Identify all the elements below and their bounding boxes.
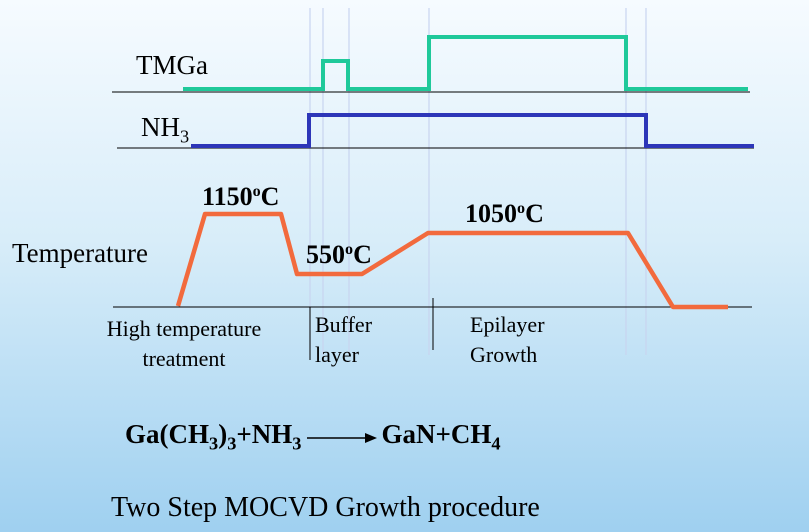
temperature-profile-line xyxy=(175,211,728,310)
reaction-equation: Ga(CH3)3+NH3 GaN+CH4 xyxy=(125,419,501,454)
phase-guide-lines xyxy=(309,8,647,355)
phase-buffer-layer: Buffer layer xyxy=(315,310,372,369)
nh3-label: NH3 xyxy=(141,112,190,147)
tmga-label: TMGa xyxy=(136,50,208,80)
temp-1150-label: 1150oC xyxy=(202,182,280,211)
phase-label-line: High temperature xyxy=(106,316,262,341)
tmga-signal-line xyxy=(183,35,748,91)
temp-1050-label: 1050oC xyxy=(465,199,544,228)
diagram-caption: Two Step MOCVD Growth procedure xyxy=(111,492,540,523)
temp-550-label: 550oC xyxy=(306,240,372,269)
phase-label-line: treatment xyxy=(142,345,226,371)
temperature-axis-label: Temperature xyxy=(12,238,149,268)
phase-label-line: layer xyxy=(315,341,359,367)
nh3-signal-line xyxy=(191,113,754,148)
phase-label-line: Growth xyxy=(470,341,538,367)
reaction-arrow-icon xyxy=(305,428,378,446)
phase-high-temperature-treatment: High temperature treatment xyxy=(86,314,282,373)
phase-epilayer-growth: Epilayer Growth xyxy=(470,310,545,369)
phase-label-line: Epilayer xyxy=(470,312,545,337)
phase-label-line: Buffer xyxy=(315,312,373,337)
